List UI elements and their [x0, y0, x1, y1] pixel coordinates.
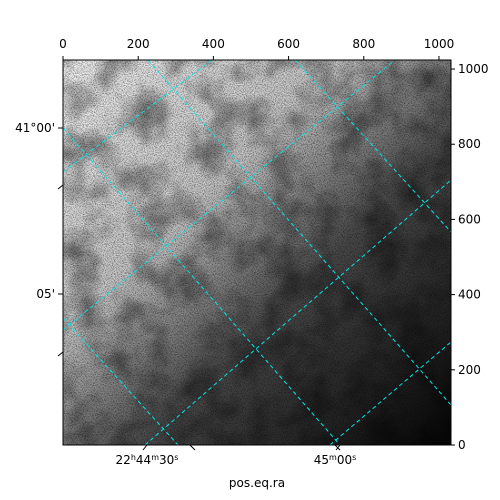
y-tick-label: 800: [458, 137, 481, 151]
unit: s: [174, 453, 178, 462]
x-tick-label: 0: [59, 37, 67, 51]
dec-tick-label: 41°00': [15, 121, 55, 135]
number: 30: [159, 453, 174, 467]
x-axis-label: pos.eq.ra: [229, 476, 285, 490]
unit: s: [352, 453, 356, 462]
y-tick-label: 200: [458, 363, 481, 377]
y-tick-label: 400: [458, 288, 481, 302]
x-tick-label: 1000: [424, 37, 455, 51]
unit: h: [131, 453, 136, 462]
number: 44: [136, 453, 151, 467]
y-tick-label: 1000: [458, 62, 489, 76]
dec-tick-label: 05': [36, 287, 55, 301]
x-tick-label: 400: [202, 37, 225, 51]
x-tick-label: 200: [127, 37, 150, 51]
x-tick-label: 600: [277, 37, 300, 51]
axes-frame: [62, 59, 452, 446]
unit: m: [151, 453, 159, 462]
number: 00: [337, 453, 352, 467]
number: 22: [116, 453, 131, 467]
wcs-grid: [63, 60, 451, 445]
x-tick-label: 800: [352, 37, 375, 51]
number: 45: [314, 453, 329, 467]
image: [63, 60, 451, 445]
unit: m: [329, 453, 337, 462]
y-tick-label: 600: [458, 212, 481, 226]
y-tick-label: 0: [458, 438, 466, 452]
ra-tick-label: 22h44m30s: [116, 453, 179, 468]
ra-tick-label: 45m00s: [314, 453, 357, 468]
wcs-ticks: [57, 127, 341, 451]
